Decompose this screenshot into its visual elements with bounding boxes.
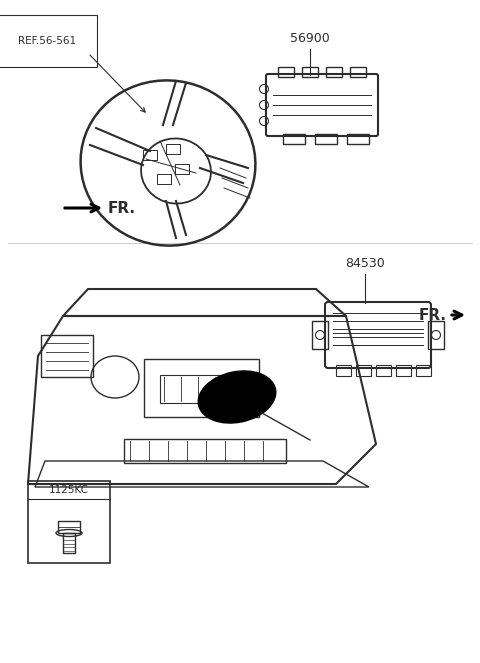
Text: 56900: 56900 bbox=[290, 32, 330, 45]
Bar bbox=[312, 321, 328, 349]
Bar bbox=[124, 439, 286, 463]
Text: FR.: FR. bbox=[419, 308, 447, 322]
Bar bbox=[376, 365, 391, 376]
Bar bbox=[58, 521, 80, 533]
Bar bbox=[41, 335, 93, 377]
Bar bbox=[428, 321, 444, 349]
Bar bbox=[336, 365, 351, 376]
Bar bbox=[166, 144, 180, 154]
Bar bbox=[326, 67, 342, 77]
Bar bbox=[144, 359, 259, 417]
Bar bbox=[283, 134, 305, 144]
Bar bbox=[278, 67, 294, 77]
Bar bbox=[175, 164, 189, 174]
Bar bbox=[63, 533, 75, 553]
Bar bbox=[347, 134, 369, 144]
Bar bbox=[396, 365, 411, 376]
Bar bbox=[350, 67, 366, 77]
Bar bbox=[143, 150, 157, 160]
Bar bbox=[157, 174, 171, 184]
Bar bbox=[315, 134, 337, 144]
Text: FR.: FR. bbox=[108, 200, 136, 215]
Bar bbox=[302, 67, 318, 77]
Ellipse shape bbox=[197, 370, 276, 424]
Text: 1125KC: 1125KC bbox=[49, 485, 89, 495]
Bar bbox=[28, 481, 110, 563]
Bar bbox=[416, 365, 431, 376]
Bar bbox=[160, 375, 242, 403]
Text: REF.56-561: REF.56-561 bbox=[18, 36, 76, 46]
Text: 84530: 84530 bbox=[345, 257, 385, 270]
Bar bbox=[356, 365, 371, 376]
